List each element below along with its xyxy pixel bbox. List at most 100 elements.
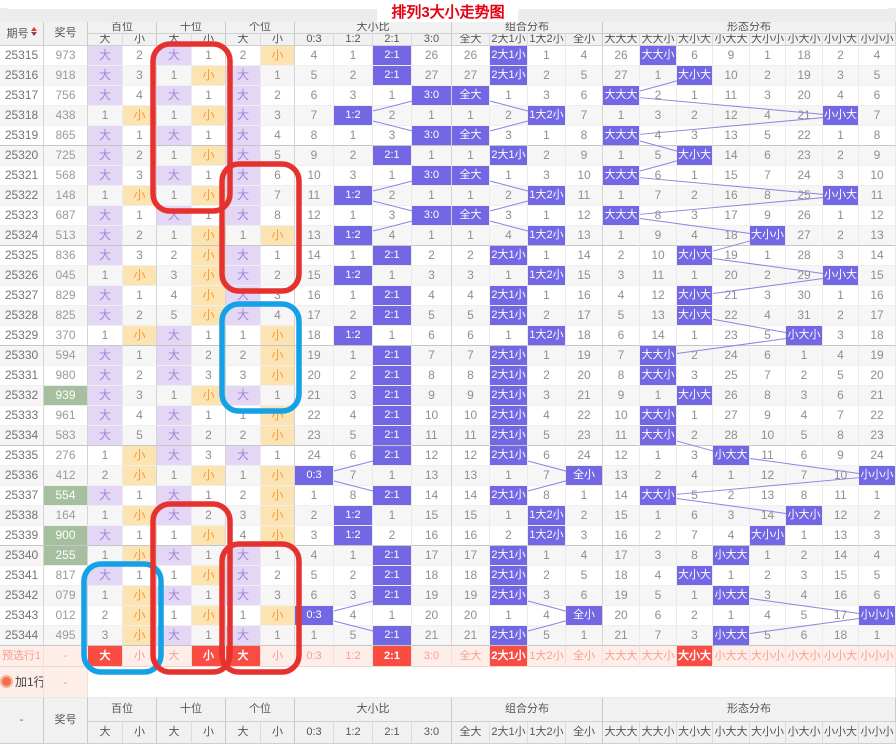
issue-cell: 25340 [0, 546, 44, 566]
preselect-cell[interactable]: 大小大 [677, 646, 713, 667]
cell: 16 [859, 286, 896, 306]
cell: 小 [192, 246, 226, 266]
preselect-cell[interactable]: 大 [226, 646, 261, 667]
cell: 1 [334, 246, 373, 266]
sub-column-header: 大 [88, 34, 123, 46]
cell: 23 [295, 426, 334, 446]
issue-header-cell[interactable]: 期号 [0, 22, 44, 46]
cell: 1 [823, 286, 859, 306]
cell: 5 [295, 66, 334, 86]
cell: 4 [640, 566, 677, 586]
cell: 21 [452, 626, 490, 646]
cell: 5 [261, 146, 295, 166]
cell: 1 [334, 206, 373, 226]
cell: 1 [859, 626, 896, 646]
winning-number-cell: 513 [44, 226, 88, 246]
cell: 大 [226, 286, 261, 306]
preselect-cell[interactable]: 0:3 [295, 646, 334, 667]
cell: 小小小 [859, 466, 896, 486]
cell: 3 [566, 526, 603, 546]
cell: 17 [295, 306, 334, 326]
cell: 大 [88, 86, 123, 106]
preselect-cell[interactable]: 大小小 [750, 646, 786, 667]
cell: 2 [528, 146, 566, 166]
preselect-cell[interactable]: 全大 [452, 646, 490, 667]
winning-number-cell: 495 [44, 626, 88, 646]
cell: 11 [412, 426, 452, 446]
cell: 5 [750, 326, 786, 346]
number-column-header: 奖号 [44, 22, 88, 46]
preselect-cell[interactable]: 1:2 [334, 646, 373, 667]
cell: 6 [295, 586, 334, 606]
cell: 2大1小 [490, 146, 528, 166]
cell: 4 [750, 306, 786, 326]
cell: 21 [786, 106, 823, 126]
cell: 2 [373, 526, 412, 546]
cell: 15 [713, 166, 750, 186]
cell: 小大大 [713, 546, 750, 566]
cell: 14 [859, 246, 896, 266]
preselect-cell[interactable]: 小小小 [859, 646, 896, 667]
preselect-cell[interactable]: 大 [88, 646, 123, 667]
issue-cell: 25337 [0, 486, 44, 506]
footer-corner-label: - [0, 698, 44, 744]
group-header-大小比: 大小比 [295, 698, 452, 722]
cell: 5 [528, 626, 566, 646]
table-row: 25315 973 大 2 大 1 2 小 4 1 2:1 26 26 2大1小 1 4 26 大大小 6 9 1 18 2… [0, 46, 896, 66]
cell: 2:1 [373, 386, 412, 406]
cell: 18 [452, 566, 490, 586]
cell: 小 [123, 606, 157, 626]
cell: 小 [261, 366, 295, 386]
cell: 2:1 [373, 46, 412, 66]
issue-cell: 25316 [0, 66, 44, 86]
preselect-cell[interactable]: 3:0 [412, 646, 452, 667]
preselect-cell[interactable]: 小 [123, 646, 157, 667]
cell: 7 [786, 466, 823, 486]
sort-icon[interactable] [30, 27, 37, 36]
preselect-cell[interactable]: 1大2小 [528, 646, 566, 667]
sub-column-header: 大小小 [750, 722, 786, 744]
preselect-cell[interactable]: 全小 [566, 646, 603, 667]
cell: 大大小 [640, 366, 677, 386]
cell: 1 [261, 626, 295, 646]
preselect-cell[interactable]: 2:1 [373, 646, 412, 667]
preselect-cell[interactable]: 2大1小 [490, 646, 528, 667]
cell: 1 [412, 186, 452, 206]
cell: 8 [859, 126, 896, 146]
table-row: 25337 554 大 1 大 1 2 小 1 8 2:1 14 14 2大1小 8 1 14 大大小 5 2 13 8 1… [0, 486, 896, 506]
table-row: 25328 825 大 2 5 小大 4 17 2 2:1 5 5 2大1小 2 17 5 13 大小大 22 4 31… [0, 306, 896, 326]
winning-number-cell: 973 [44, 46, 88, 66]
issue-cell: 25325 [0, 246, 44, 266]
issue-cell: 25329 [0, 326, 44, 346]
cell: 19 [786, 66, 823, 86]
add-row-button[interactable]: 加1行 [0, 667, 44, 698]
cell: 1 [412, 106, 452, 126]
cell: 2大1小 [490, 386, 528, 406]
cell: 13 [859, 226, 896, 246]
preselect-cell[interactable]: 小大小 [786, 646, 823, 667]
sub-column-header: 小大大 [713, 34, 750, 46]
preselect-cell[interactable]: 小 [192, 646, 226, 667]
cell: 16 [412, 526, 452, 546]
cell: 大 [157, 486, 192, 506]
cell: 8 [603, 366, 640, 386]
cell: 21 [603, 626, 640, 646]
preselect-cell[interactable]: 小 [261, 646, 295, 667]
preselect-cell[interactable]: 大 [157, 646, 192, 667]
preselect-cell[interactable]: 小大大 [713, 646, 750, 667]
preselect-cell[interactable]: 小小大 [823, 646, 859, 667]
cell: 27 [713, 406, 750, 426]
preselect-cell[interactable]: 大大大 [603, 646, 640, 667]
cell: 1 [157, 466, 192, 486]
cell: 23 [786, 146, 823, 166]
cell: 1 [566, 486, 603, 506]
cell: 2 [157, 246, 192, 266]
cell: 11 [713, 86, 750, 106]
cell: 20 [603, 606, 640, 626]
cell: 大 [88, 526, 123, 546]
preselect-cell[interactable]: 大大小 [640, 646, 677, 667]
cell: 小 [192, 386, 226, 406]
cell: 大大大 [603, 166, 640, 186]
group-header-个位: 个位 [226, 698, 295, 722]
table-row: 25326 045 1 小 3 小大 2 15 1:2 1 3 3 1 1大2小 15 3 11 1 20 2 29 小小… [0, 266, 896, 286]
